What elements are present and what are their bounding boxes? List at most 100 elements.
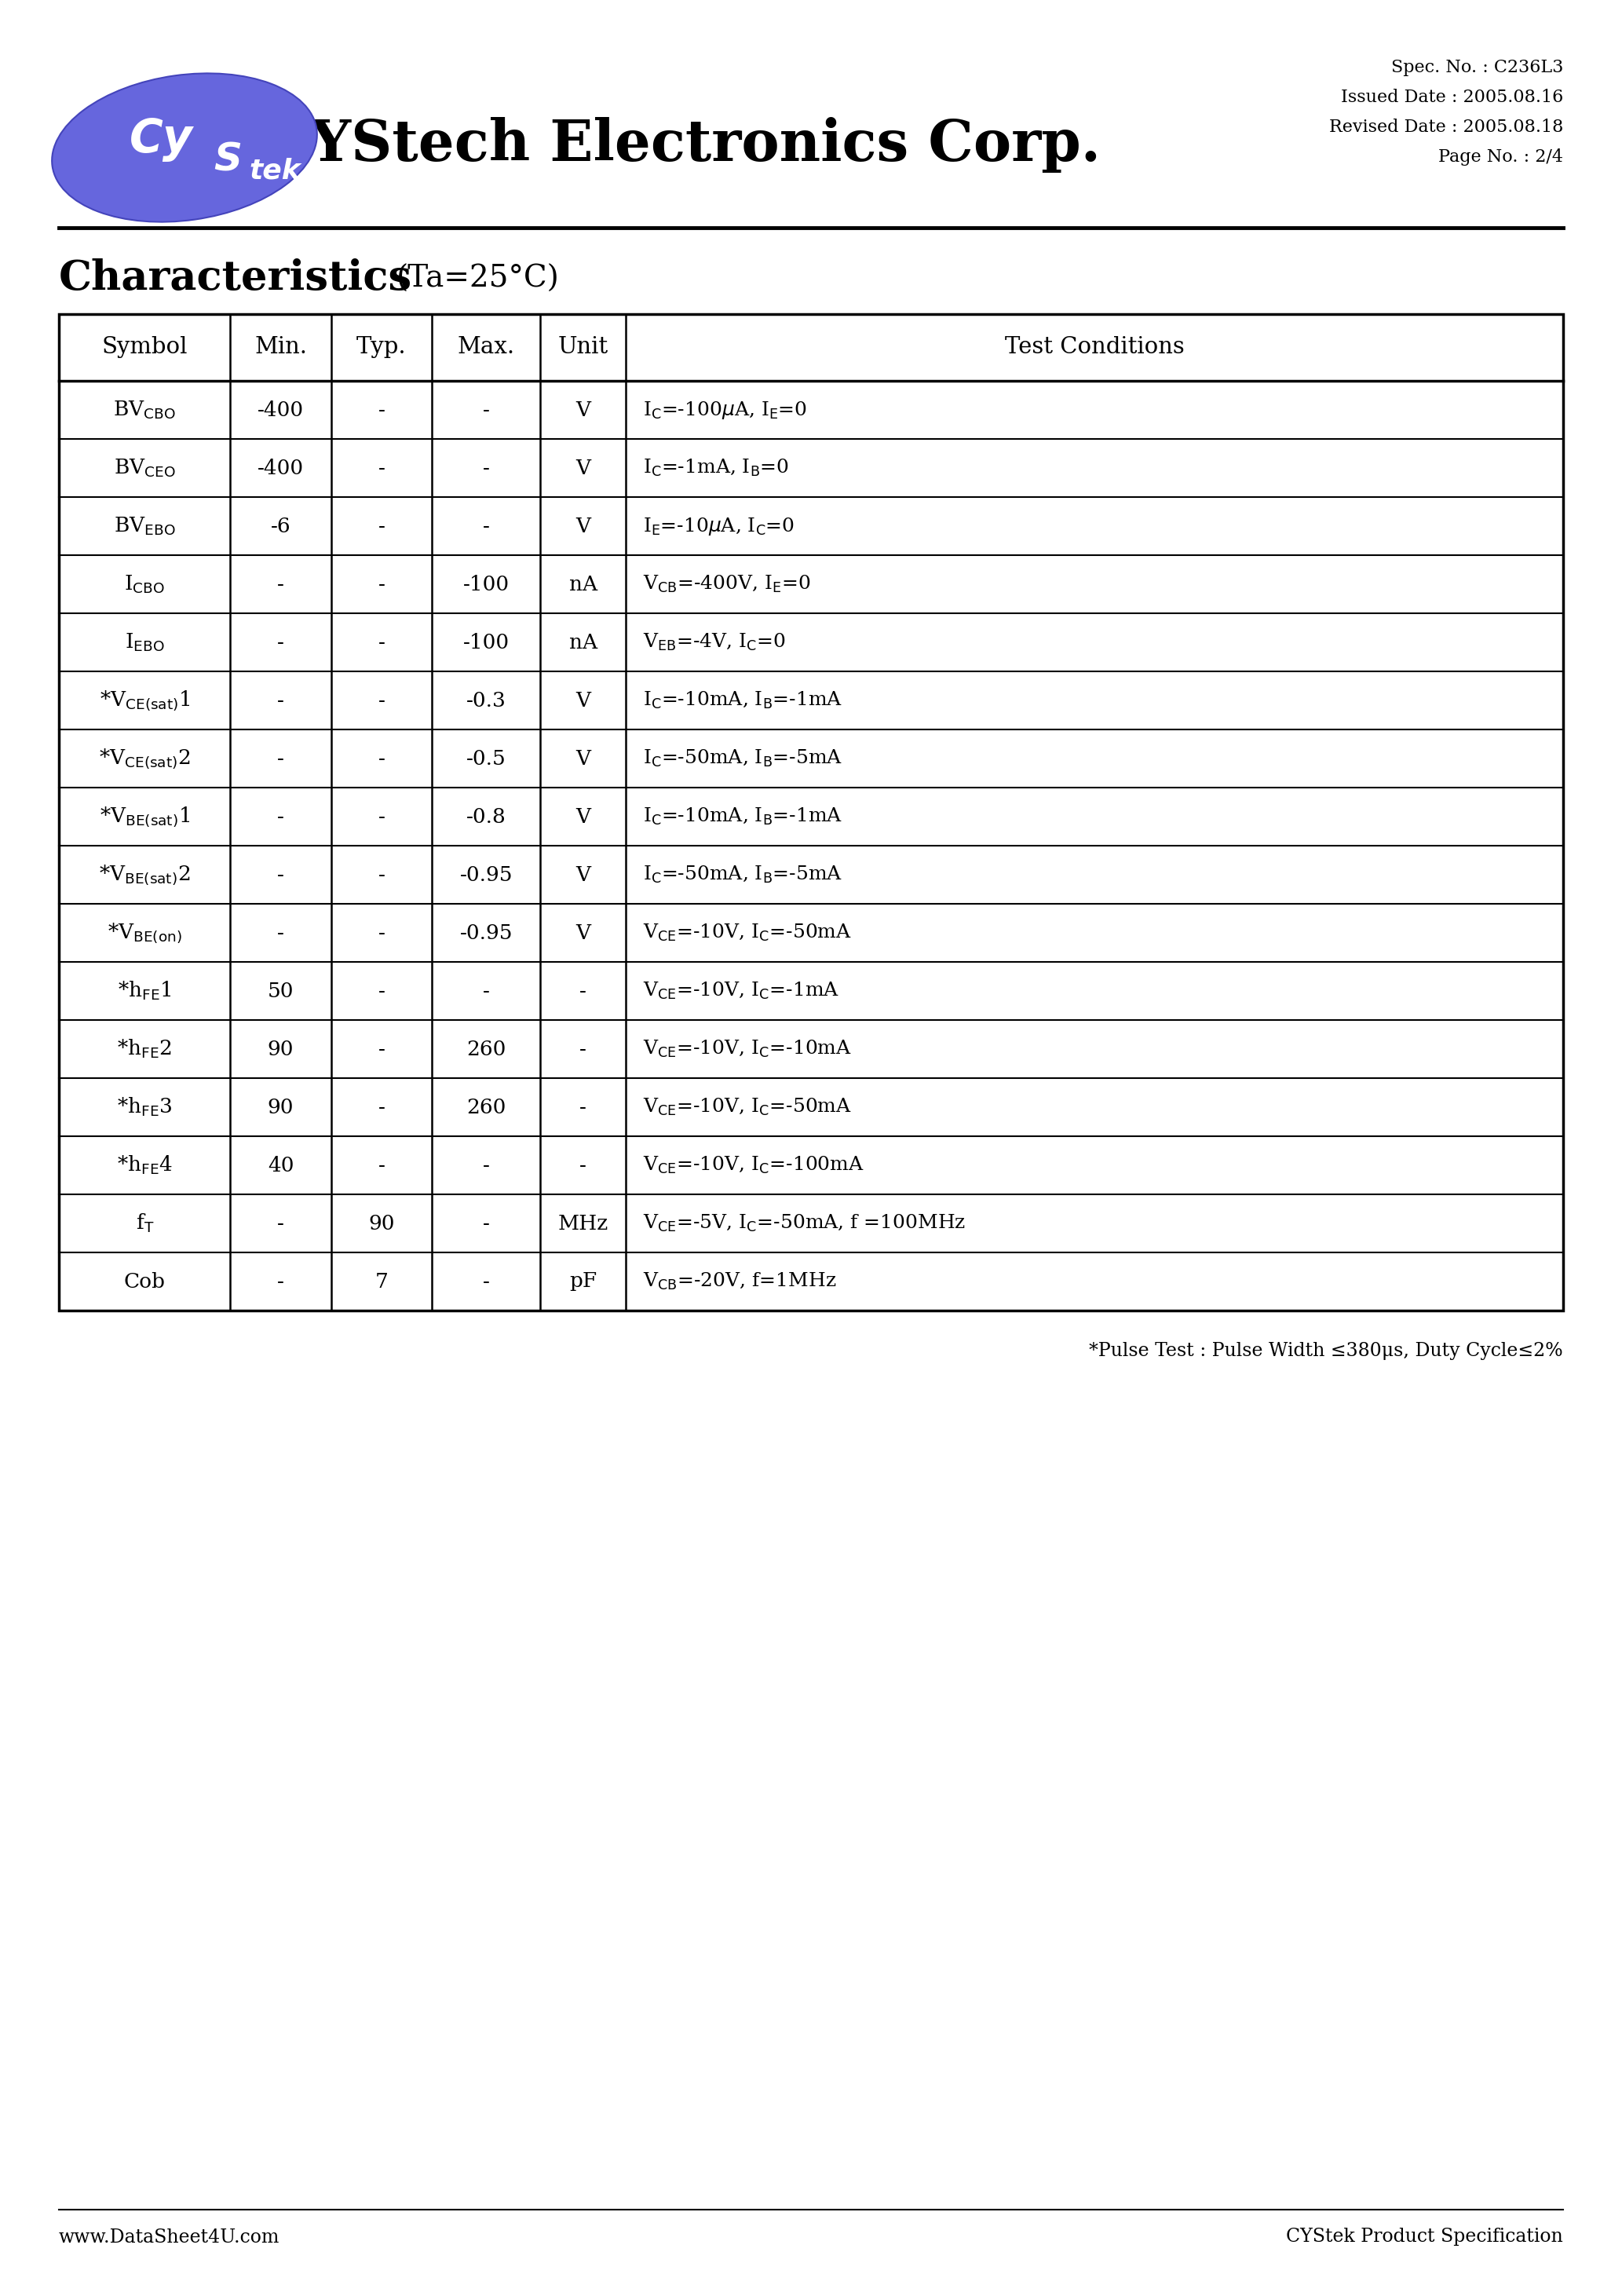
Text: V$_{\rm CE}$=-10V, I$_{\rm C}$=-10mA: V$_{\rm CE}$=-10V, I$_{\rm C}$=-10mA	[644, 1038, 852, 1058]
Text: 260: 260	[466, 1097, 506, 1116]
Text: -: -	[579, 1040, 587, 1058]
Text: 90: 90	[268, 1097, 294, 1116]
Text: I$_{\rm C}$=-10mA, I$_{\rm B}$=-1mA: I$_{\rm C}$=-10mA, I$_{\rm B}$=-1mA	[644, 691, 843, 712]
Text: -: -	[277, 691, 284, 709]
Text: V$_{\rm CE}$=-10V, I$_{\rm C}$=-50mA: V$_{\rm CE}$=-10V, I$_{\rm C}$=-50mA	[644, 1097, 852, 1118]
Text: -0.8: -0.8	[466, 806, 506, 827]
Text: -: -	[378, 400, 384, 420]
Text: *V$_{\rm CE(sat)}$2: *V$_{\rm CE(sat)}$2	[99, 746, 190, 769]
Text: I$_{\rm E}$=-10$\mu$A, I$_{\rm C}$=0: I$_{\rm E}$=-10$\mu$A, I$_{\rm C}$=0	[644, 517, 795, 537]
Text: V: V	[576, 806, 590, 827]
Text: -: -	[378, 748, 384, 769]
Text: -: -	[378, 691, 384, 709]
Text: -100: -100	[462, 574, 509, 595]
Text: *h$_{\rm FE}$2: *h$_{\rm FE}$2	[117, 1038, 172, 1061]
Text: Characteristics: Characteristics	[58, 259, 412, 298]
Text: -: -	[483, 1155, 490, 1176]
Text: 40: 40	[268, 1155, 294, 1176]
Text: V: V	[576, 923, 590, 944]
Text: -: -	[378, 1155, 384, 1176]
Text: Revised Date : 2005.08.18: Revised Date : 2005.08.18	[1328, 119, 1564, 135]
Text: *h$_{\rm FE}$3: *h$_{\rm FE}$3	[117, 1095, 172, 1118]
Text: Test Conditions: Test Conditions	[1004, 338, 1184, 358]
Text: -: -	[277, 923, 284, 944]
Text: -: -	[483, 1215, 490, 1233]
Text: V: V	[576, 517, 590, 535]
Text: -: -	[483, 400, 490, 420]
Text: I$_{\rm C}$=-10mA, I$_{\rm B}$=-1mA: I$_{\rm C}$=-10mA, I$_{\rm B}$=-1mA	[644, 806, 843, 827]
Text: -: -	[378, 1040, 384, 1058]
Text: Symbol: Symbol	[102, 338, 188, 358]
Text: Cy: Cy	[130, 117, 193, 163]
Text: -0.5: -0.5	[466, 748, 506, 769]
Text: Spec. No. : C236L3: Spec. No. : C236L3	[1392, 60, 1564, 76]
Text: nA: nA	[569, 631, 597, 652]
Text: -: -	[277, 1215, 284, 1233]
Text: *V$_{\rm BE(sat)}$1: *V$_{\rm BE(sat)}$1	[99, 806, 190, 829]
Text: V$_{\rm CE}$=-10V, I$_{\rm C}$=-100mA: V$_{\rm CE}$=-10V, I$_{\rm C}$=-100mA	[644, 1155, 865, 1176]
Text: -: -	[277, 866, 284, 884]
Text: -0.95: -0.95	[459, 923, 513, 944]
Text: -: -	[483, 1272, 490, 1290]
Text: I$_{\rm C}$=-1mA, I$_{\rm B}$=0: I$_{\rm C}$=-1mA, I$_{\rm B}$=0	[644, 457, 790, 478]
Text: -: -	[378, 631, 384, 652]
Text: -: -	[483, 459, 490, 478]
Text: nA: nA	[569, 574, 597, 595]
Text: V: V	[576, 691, 590, 709]
Text: V$_{\rm CE}$=-10V, I$_{\rm C}$=-50mA: V$_{\rm CE}$=-10V, I$_{\rm C}$=-50mA	[644, 923, 852, 944]
Text: -: -	[378, 866, 384, 884]
Text: Min.: Min.	[255, 338, 307, 358]
Text: -6: -6	[271, 517, 290, 535]
Text: -: -	[378, 980, 384, 1001]
Text: V$_{\rm CE}$=-5V, I$_{\rm C}$=-50mA, f =100MHz: V$_{\rm CE}$=-5V, I$_{\rm C}$=-50mA, f =…	[644, 1212, 967, 1233]
Text: -: -	[378, 459, 384, 478]
Text: 260: 260	[466, 1040, 506, 1058]
Text: V: V	[576, 459, 590, 478]
Text: *h$_{\rm FE}$4: *h$_{\rm FE}$4	[117, 1155, 172, 1176]
Text: -: -	[483, 980, 490, 1001]
Text: *V$_{\rm BE(sat)}$2: *V$_{\rm BE(sat)}$2	[99, 863, 190, 886]
Text: V$_{\rm CB}$=-400V, I$_{\rm E}$=0: V$_{\rm CB}$=-400V, I$_{\rm E}$=0	[644, 574, 811, 595]
Text: -: -	[277, 574, 284, 595]
Text: -: -	[579, 980, 587, 1001]
Text: V$_{\rm CB}$=-20V, f=1MHz: V$_{\rm CB}$=-20V, f=1MHz	[644, 1272, 837, 1293]
Text: V: V	[576, 748, 590, 769]
Bar	[58, 315, 1564, 1311]
Text: S: S	[214, 140, 242, 179]
Text: BV$_{\rm CBO}$: BV$_{\rm CBO}$	[114, 400, 175, 420]
Text: (Ta=25°C): (Ta=25°C)	[396, 264, 560, 294]
Text: Unit: Unit	[558, 338, 608, 358]
Text: -: -	[378, 1097, 384, 1116]
Text: V$_{\rm EB}$=-4V, I$_{\rm C}$=0: V$_{\rm EB}$=-4V, I$_{\rm C}$=0	[644, 631, 787, 652]
Text: Issued Date : 2005.08.16: Issued Date : 2005.08.16	[1341, 90, 1564, 106]
Text: 90: 90	[368, 1215, 394, 1233]
Text: MHz: MHz	[558, 1215, 608, 1233]
Text: -400: -400	[258, 459, 303, 478]
Text: 50: 50	[268, 980, 294, 1001]
Text: tek: tek	[248, 158, 300, 184]
Text: -400: -400	[258, 400, 303, 420]
Text: -: -	[378, 517, 384, 535]
Text: CYStech Electronics Corp.: CYStech Electronics Corp.	[266, 117, 1101, 172]
Text: -: -	[277, 748, 284, 769]
Text: Typ.: Typ.	[357, 338, 407, 358]
Text: Max.: Max.	[457, 338, 514, 358]
Text: -: -	[579, 1155, 587, 1176]
Text: V: V	[576, 400, 590, 420]
Text: -: -	[483, 517, 490, 535]
Text: -: -	[277, 806, 284, 827]
Text: *V$_{\rm CE(sat)}$1: *V$_{\rm CE(sat)}$1	[99, 689, 190, 712]
Text: -: -	[277, 1272, 284, 1290]
Bar	[58, 315, 1564, 1311]
Text: pF: pF	[569, 1272, 597, 1290]
Ellipse shape	[52, 73, 316, 223]
Text: www.DataSheet4U.com: www.DataSheet4U.com	[58, 2227, 279, 2245]
Text: -: -	[579, 1097, 587, 1116]
Text: BV$_{\rm CEO}$: BV$_{\rm CEO}$	[114, 457, 175, 480]
Text: -0.95: -0.95	[459, 866, 513, 884]
Text: -: -	[378, 806, 384, 827]
Text: I$_{\rm C}$=-100$\mu$A, I$_{\rm E}$=0: I$_{\rm C}$=-100$\mu$A, I$_{\rm E}$=0	[644, 400, 808, 420]
Text: -: -	[277, 631, 284, 652]
Text: 7: 7	[375, 1272, 388, 1290]
Text: *h$_{\rm FE}$1: *h$_{\rm FE}$1	[118, 980, 172, 1001]
